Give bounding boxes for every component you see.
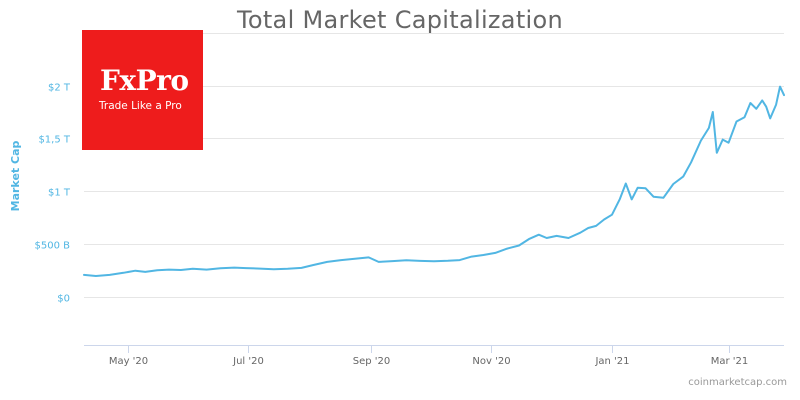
series-layer	[83, 85, 785, 277]
y-tick-label: $500 B	[35, 241, 71, 252]
x-tick-label: Nov '20	[472, 356, 510, 367]
x-tick-label: Jul '20	[232, 356, 264, 367]
x-tick-label: Jan '21	[594, 356, 629, 367]
y-tick-label: $1,5 T	[38, 135, 70, 146]
x-tick-label: Sep '20	[353, 356, 391, 367]
x-axis-ticks: May '20 Jul '20 Sep '20 Nov '20 Jan '21 Mar '…	[84, 345, 784, 367]
fxpro-logo: FxPro Trade Like a Pro	[82, 30, 203, 150]
y-tick-label: $2 T	[48, 83, 71, 94]
y-tick-label: $0	[57, 294, 70, 305]
x-tick-label: Mar '21	[711, 356, 749, 367]
logo-name: FxPro	[100, 64, 189, 97]
y-axis-label: Market Cap	[9, 141, 22, 212]
y-axis-ticks: $0 $500 B $1 T $1,5 T $2 T	[35, 83, 71, 305]
logo-tagline: Trade Like a Pro	[99, 100, 182, 112]
x-tick-label: May '20	[109, 356, 148, 367]
y-tick-label: $1 T	[48, 188, 71, 199]
chart-title: Total Market Capitalization	[236, 6, 563, 34]
source-credit[interactable]: coinmarketcap.com	[688, 377, 787, 388]
market-cap-line	[83, 85, 785, 277]
